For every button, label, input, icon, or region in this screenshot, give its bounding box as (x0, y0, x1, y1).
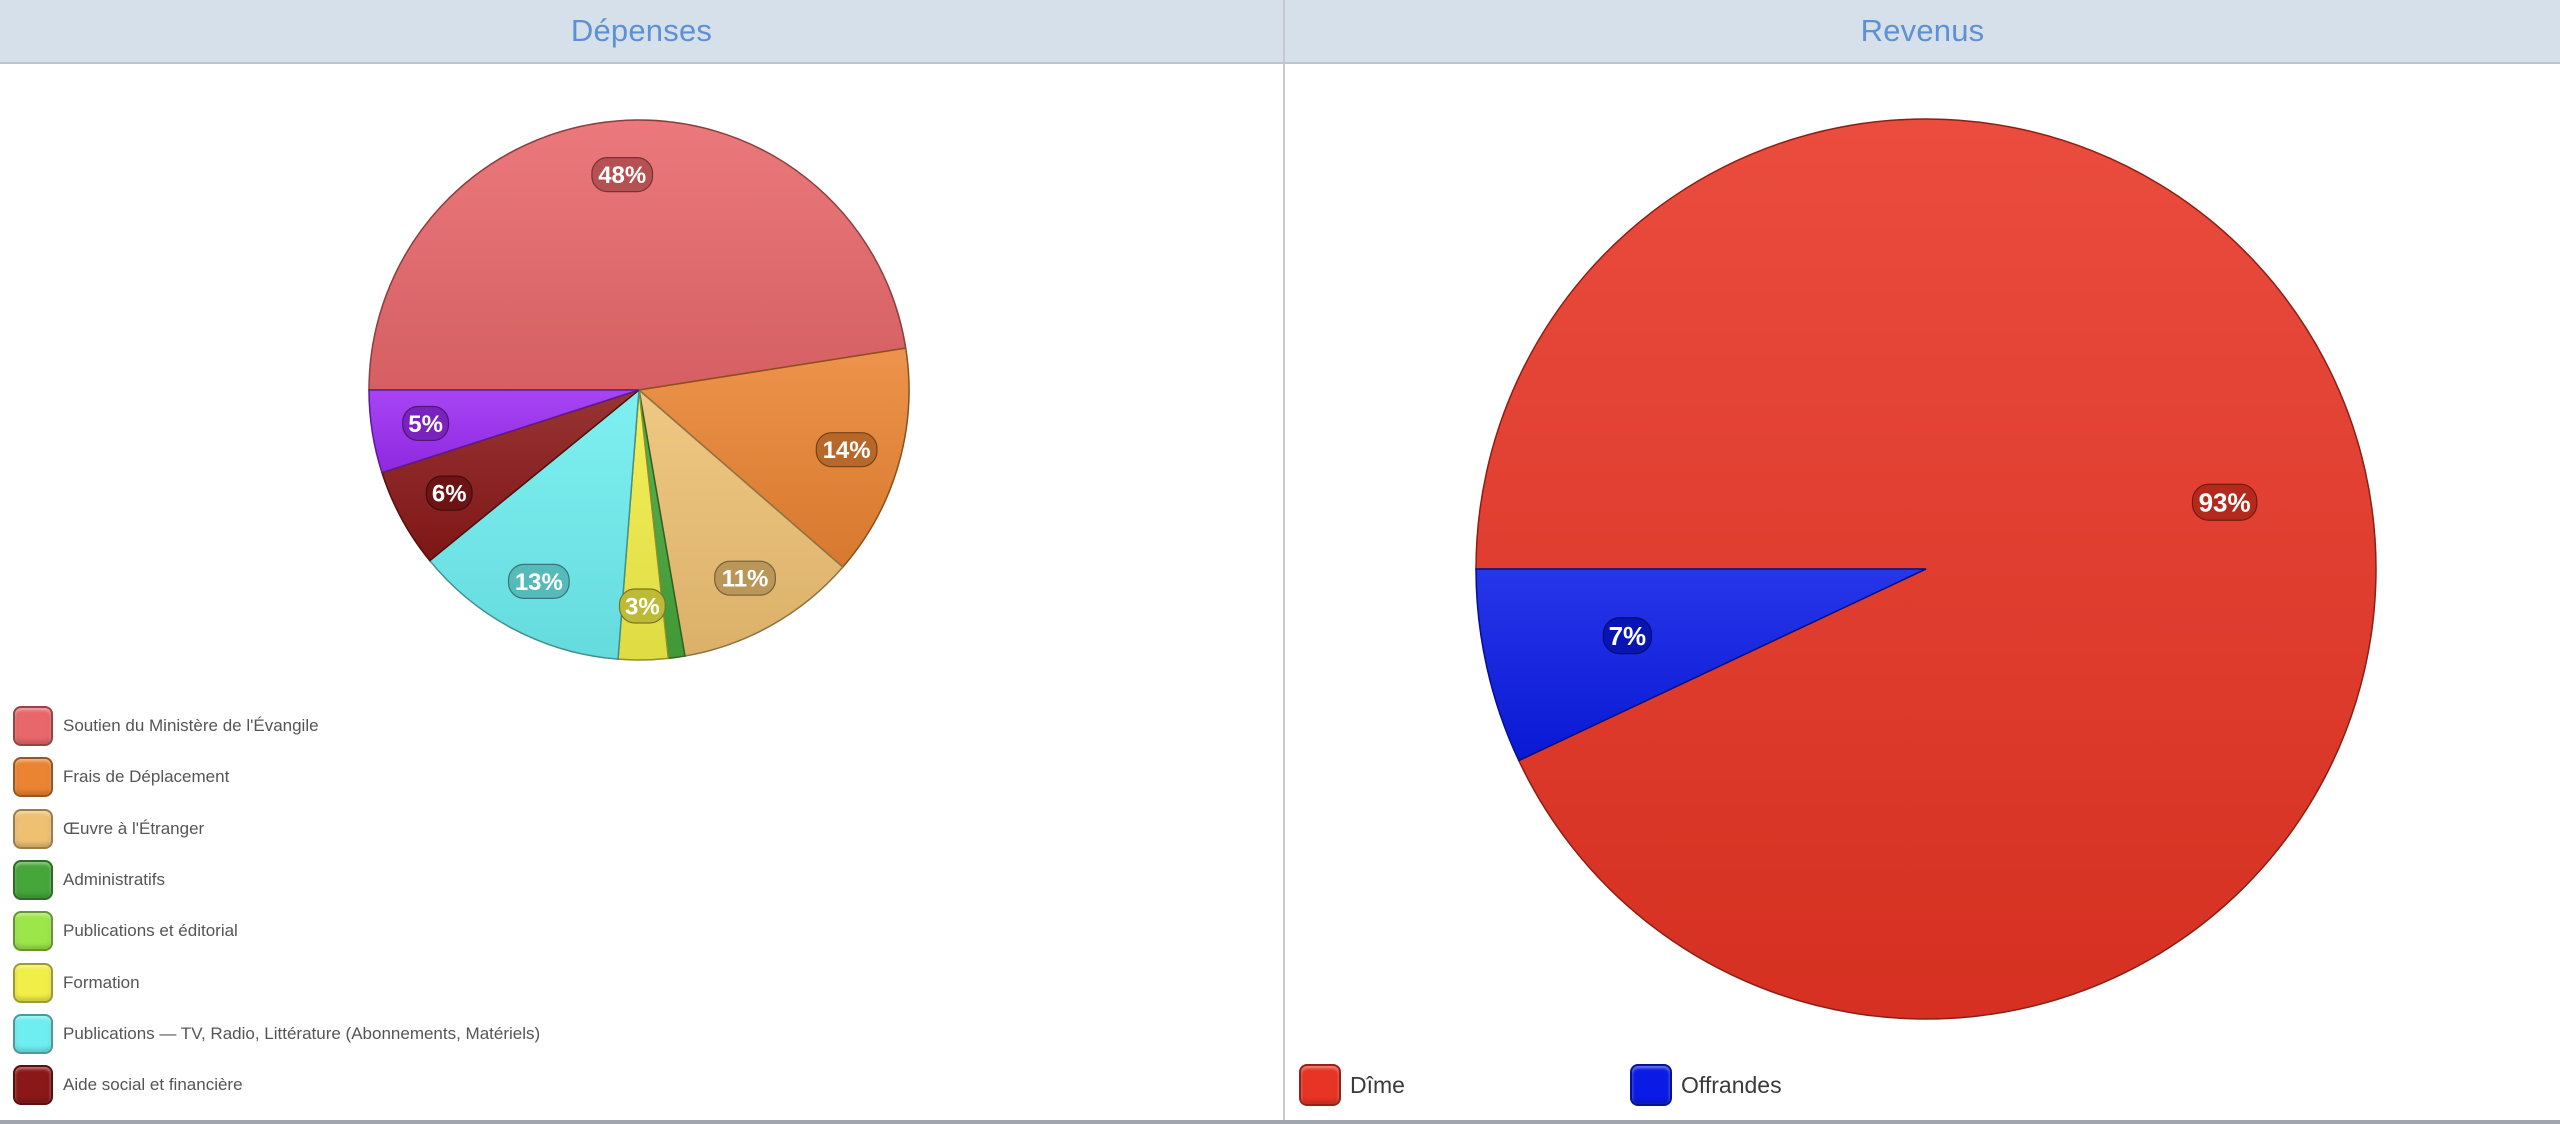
pie-slice-frais-de-deplacement (637, 347, 910, 569)
legend-swatch (1630, 1064, 1672, 1106)
legend-swatch (13, 808, 53, 849)
legend-swatch (13, 962, 53, 1003)
legend-swatch (13, 1065, 53, 1106)
legend-item-publications-tv-radio-litterature-abonne: Publications — TV, Radio, Littérature (A… (13, 1013, 541, 1054)
legend-item-publications-et-editorial: Publications et éditorial (13, 911, 238, 952)
slice-label-dime: 93% (2191, 483, 2258, 521)
pie-slice-soutien-du-ministere-de-l-evangile (368, 119, 907, 391)
legend-swatch (13, 1013, 53, 1054)
slice-label-text: 3% (625, 593, 660, 620)
pie-slice-offrandes (1475, 568, 1927, 762)
legend-label: Administratifs (63, 869, 166, 889)
slice-label-text: 14% (823, 437, 871, 464)
slice-label-badge (1602, 617, 1653, 655)
slice-label-badge (2191, 483, 2258, 521)
revenus-header: Revenus (1285, 0, 2560, 64)
revenus-pie-chart: 93% 7% (1475, 118, 2377, 1020)
depenses-title: Dépenses (570, 13, 713, 48)
slice-label-publications-tv-radio-litterature-abonne: 13% (507, 563, 570, 599)
slice-label-badge (402, 405, 450, 442)
legend-label: Soutien du Ministère de l'Évangile (63, 716, 319, 735)
slice-label-frais-de-deplacement: 14% (815, 432, 878, 468)
bottom-border (0, 1120, 2560, 1124)
panel-divider (1283, 0, 1285, 1124)
slice-label-uvre-a-l-etranger: 11% (714, 560, 776, 596)
slice-label-formation: 3% (618, 588, 666, 624)
legend-item-uvre-a-l-etranger: Œuvre à l'Étranger (13, 808, 205, 849)
slice-label-text: 48% (598, 162, 646, 189)
pie-slice-publications-tv-radio-litterature-abonne (428, 388, 640, 660)
slice-label-offrandes: 7% (1602, 617, 1653, 655)
legend-item-dime: Dîme (1299, 1064, 1405, 1106)
legend-item-administratifs: Administratifs (13, 859, 166, 900)
legend-label: Publications — TV, Radio, Littérature (A… (63, 1023, 541, 1043)
revenus-title: Revenus (1860, 13, 1985, 48)
slice-label-badge (591, 157, 654, 193)
legend-label: Dîme (1350, 1071, 1405, 1098)
legend-label: Frais de Déplacement (63, 767, 230, 787)
slice-label-text: 13% (515, 569, 563, 596)
slice-label-text: 11% (722, 566, 769, 593)
legend-swatch (13, 706, 53, 746)
legend-item-aide-social-et-financiere: Aide social et financière (13, 1065, 243, 1106)
slice-label-badge (507, 563, 570, 599)
slice-label-aide-social-et-financiere: 6% (425, 475, 473, 511)
legend-item-offrandes: Offrandes (1630, 1064, 1782, 1106)
depenses-pie-chart: 48% 14% 11% 3% 13% 6% 5% (368, 119, 910, 661)
slice-label-text: 6% (432, 481, 467, 508)
slice-label-badge (714, 560, 776, 596)
legend-label: Publications et éditorial (63, 921, 238, 941)
revenus-panel: Revenus 93% 7% Dîme Offrandes (1285, 0, 2560, 1124)
legend-label: Formation (63, 972, 140, 992)
slice-label-text: 93% (2199, 487, 2251, 517)
legend-swatch (13, 911, 53, 952)
legend-swatch (13, 859, 53, 900)
slice-label-badge (815, 432, 878, 468)
slice-label-badge (618, 588, 666, 624)
slice-label-text: 5% (408, 411, 443, 438)
legend-swatch (13, 757, 53, 798)
legend-swatch (1299, 1064, 1341, 1106)
depenses-header: Dépenses (0, 0, 1283, 64)
legend-item-soutien-du-ministere-de-l-evangile: Soutien du Ministère de l'Évangile (13, 706, 319, 746)
legend-label: Aide social et financière (63, 1075, 243, 1095)
legend-label: Offrandes (1681, 1071, 1782, 1098)
legend-item-frais-de-deplacement: Frais de Déplacement (13, 757, 230, 798)
slice-label-unlabeled-8: 5% (402, 405, 450, 442)
pie-slice-uvre-a-l-etranger (637, 388, 844, 657)
slice-label-badge (425, 475, 473, 511)
slice-label-soutien-du-ministere-de-l-evangile: 48% (591, 157, 654, 193)
legend-label: Œuvre à l'Étranger (63, 818, 205, 838)
slice-label-text: 7% (1609, 621, 1647, 651)
depenses-panel: Dépenses 48% 14% 11% 3% 13% 6% 5% Soutien du M… (0, 0, 1283, 1106)
legend-item-formation: Formation (13, 962, 140, 1003)
